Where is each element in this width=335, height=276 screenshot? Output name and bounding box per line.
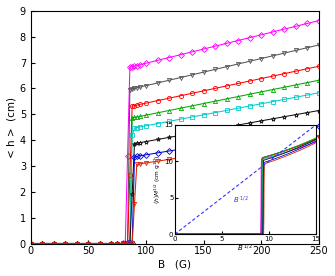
X-axis label: B   (G): B (G) — [158, 259, 191, 269]
Y-axis label: < h >  (cm): < h > (cm) — [7, 97, 17, 158]
